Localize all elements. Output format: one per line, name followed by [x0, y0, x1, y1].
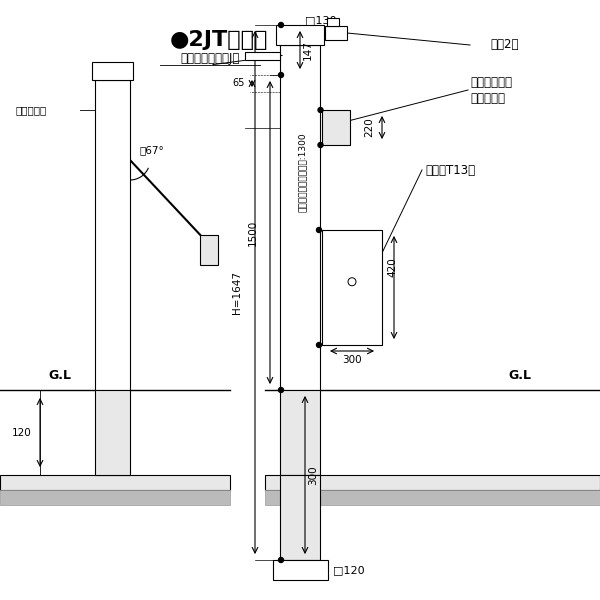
Bar [200, 235, 218, 265]
Text: H=1647: H=1647 [232, 271, 242, 314]
Text: ポストT13型: ポストT13型 [425, 163, 475, 176]
Circle shape [317, 343, 322, 347]
Text: 147: 147 [303, 40, 313, 60]
Bar [92, 62, 133, 80]
Circle shape [317, 227, 322, 232]
Text: 照明2型: 照明2型 [490, 38, 518, 52]
Bar [276, 25, 324, 45]
Text: 最大開口時: 最大開口時 [15, 105, 46, 115]
Text: ポスト高さ:680: ポスト高さ:680 [373, 264, 382, 311]
Bar [265, 475, 600, 490]
Bar [280, 390, 320, 475]
Bar [322, 230, 382, 345]
Text: ネームプレートJ型: ネームプレートJ型 [181, 52, 239, 65]
Bar [325, 26, 347, 40]
Circle shape [278, 557, 284, 563]
Text: G.L: G.L [509, 369, 532, 382]
Text: □130: □130 [305, 15, 337, 25]
Bar [0, 490, 230, 505]
Text: 約67°: 約67° [140, 145, 165, 155]
Text: 120: 120 [12, 427, 32, 437]
Bar [272, 560, 328, 580]
Circle shape [318, 107, 323, 113]
Bar [265, 490, 600, 505]
Bar [327, 18, 339, 26]
Bar [95, 390, 130, 475]
Bar [280, 475, 320, 560]
Circle shape [318, 142, 323, 148]
Bar [245, 52, 280, 60]
Text: インターホン
（市販品）: インターホン （市販品） [470, 76, 512, 104]
Text: G.L: G.L [49, 369, 71, 382]
Circle shape [278, 388, 284, 392]
Circle shape [278, 22, 284, 28]
Circle shape [278, 73, 284, 77]
Bar [322, 110, 350, 145]
Text: 420: 420 [387, 257, 397, 277]
Text: インターホン中心位置:1300: インターホン中心位置:1300 [298, 133, 307, 212]
Bar [95, 80, 130, 390]
Text: 300: 300 [308, 465, 318, 485]
Text: 300: 300 [342, 355, 362, 365]
Text: 220: 220 [364, 118, 374, 137]
Text: 65: 65 [233, 79, 245, 88]
Bar [280, 45, 320, 390]
Bar [0, 475, 230, 490]
Text: □120: □120 [332, 565, 364, 575]
Text: 1500: 1500 [248, 220, 258, 245]
Text: ●2JTセット: ●2JTセット [170, 30, 268, 50]
